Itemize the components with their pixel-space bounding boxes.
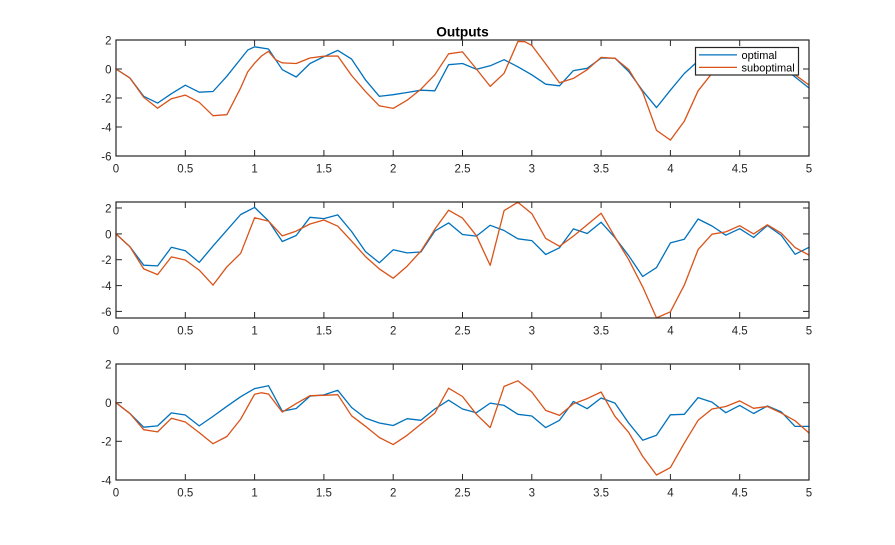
- svg-text:-2: -2: [101, 437, 111, 449]
- svg-text:-6: -6: [101, 307, 111, 319]
- svg-text:1: 1: [251, 164, 257, 176]
- svg-text:1: 1: [251, 326, 257, 338]
- svg-text:0: 0: [113, 488, 119, 500]
- svg-text:3: 3: [529, 488, 535, 500]
- svg-text:-2: -2: [101, 255, 111, 267]
- svg-text:0: 0: [105, 229, 111, 241]
- svg-text:-4: -4: [101, 122, 112, 134]
- svg-text:4.5: 4.5: [732, 488, 748, 500]
- svg-text:2: 2: [390, 164, 396, 176]
- svg-text:3.5: 3.5: [593, 326, 609, 338]
- svg-text:0: 0: [105, 398, 111, 410]
- svg-text:suboptimal: suboptimal: [742, 62, 795, 74]
- svg-text:0.5: 0.5: [177, 164, 193, 176]
- svg-text:3: 3: [529, 164, 535, 176]
- svg-text:-4: -4: [101, 475, 112, 487]
- svg-text:5: 5: [806, 488, 812, 500]
- svg-text:0.5: 0.5: [177, 326, 193, 338]
- svg-text:0: 0: [105, 64, 111, 76]
- svg-text:4.5: 4.5: [732, 326, 748, 338]
- svg-text:0: 0: [113, 164, 119, 176]
- svg-text:3: 3: [529, 326, 535, 338]
- svg-text:2.5: 2.5: [455, 488, 471, 500]
- svg-text:2: 2: [105, 359, 111, 371]
- svg-text:2.5: 2.5: [455, 326, 471, 338]
- svg-text:4: 4: [667, 164, 674, 176]
- svg-text:5: 5: [806, 326, 812, 338]
- svg-text:4: 4: [667, 488, 674, 500]
- svg-text:2: 2: [390, 326, 396, 338]
- svg-text:-4: -4: [101, 281, 112, 293]
- svg-text:1: 1: [251, 488, 257, 500]
- svg-text:1.5: 1.5: [316, 164, 332, 176]
- svg-text:2: 2: [390, 488, 396, 500]
- svg-text:5: 5: [806, 164, 812, 176]
- svg-text:2: 2: [105, 203, 111, 215]
- svg-text:Outputs: Outputs: [436, 24, 489, 39]
- svg-text:3.5: 3.5: [593, 164, 609, 176]
- svg-text:-2: -2: [101, 93, 111, 105]
- svg-text:4.5: 4.5: [732, 164, 748, 176]
- svg-text:3.5: 3.5: [593, 488, 609, 500]
- svg-text:-6: -6: [101, 151, 111, 163]
- svg-text:1.5: 1.5: [316, 488, 332, 500]
- svg-text:2: 2: [105, 35, 111, 47]
- svg-text:optimal: optimal: [742, 50, 777, 62]
- svg-text:2.5: 2.5: [455, 164, 471, 176]
- svg-text:0: 0: [113, 326, 119, 338]
- svg-text:1.5: 1.5: [316, 326, 332, 338]
- svg-text:0.5: 0.5: [177, 488, 193, 500]
- svg-text:4: 4: [667, 326, 674, 338]
